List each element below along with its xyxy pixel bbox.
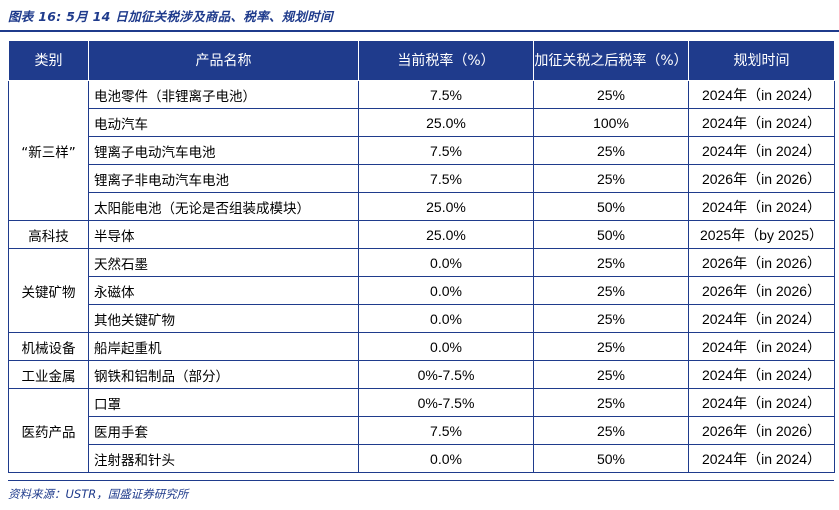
table-row: 锂离子非电动汽车电池 7.5% 25% 2026年（in 2026） (9, 164, 835, 193)
new-rate-cell: 25% (533, 416, 689, 445)
table-row: 电动汽车 25.0% 100% 2024年（in 2024） (9, 108, 835, 137)
new-rate-cell: 25% (533, 164, 689, 193)
new-rate-cell: 50% (533, 192, 689, 221)
table-row: 医用手套 7.5% 25% 2026年（in 2026） (9, 416, 835, 445)
product-cell: 船岸起重机 (88, 332, 359, 361)
product-cell: 其他关键矿物 (88, 304, 359, 333)
new-rate-cell: 100% (533, 108, 689, 137)
new-rate-cell: 25% (533, 276, 689, 305)
category-cell: 机械设备 (8, 332, 89, 361)
title-rule (0, 30, 839, 32)
header-product: 产品名称 (88, 40, 359, 81)
table-row: 永磁体 0.0% 25% 2026年（in 2026） (9, 276, 835, 305)
product-cell: 永磁体 (88, 276, 359, 305)
timeline-cell: 2024年（in 2024） (688, 108, 835, 137)
current-rate-cell: 0%-7.5% (358, 388, 534, 417)
timeline-cell: 2024年（in 2024） (688, 388, 835, 417)
table-row: 关键矿物 天然石墨 0.0% 25% 2026年（in 2026） (8, 248, 835, 333)
new-rate-cell: 25% (533, 136, 689, 165)
figure-title: 图表 16: 5月 14 日加征关税涉及商品、税率、规划时间 (8, 9, 333, 24)
new-rate-cell: 25% (533, 80, 689, 109)
product-cell: 注射器和针头 (88, 444, 359, 473)
category-cell: “新三样” (8, 80, 89, 221)
table-body: “新三样” 电池零件（非锂离子电池） 7.5% 25% 2024年（in 202… (8, 80, 835, 473)
table-row: 注射器和针头 0.0% 50% 2024年（in 2024） (9, 444, 835, 473)
category-cell: 关键矿物 (8, 248, 89, 333)
current-rate-cell: 25.0% (358, 108, 534, 137)
table-row: 医药产品 口罩 0%-7.5% 25% 2024年（in 2024） (8, 388, 835, 473)
new-rate-cell: 25% (533, 304, 689, 333)
product-cell: 钢铁和铝制品（部分） (88, 360, 359, 389)
current-rate-cell: 7.5% (358, 164, 534, 193)
header-category: 类别 (8, 40, 89, 81)
table-row: “新三样” 电池零件（非锂离子电池） 7.5% 25% 2024年（in 202… (8, 80, 835, 221)
tariff-table: 类别 产品名称 当前税率（%） 加征关税之后税率（%） 规划时间 “新三样” 电… (8, 40, 835, 473)
timeline-cell: 2024年（in 2024） (688, 304, 835, 333)
category-cell: 高科技 (8, 220, 89, 249)
current-rate-cell: 25.0% (358, 220, 534, 249)
timeline-cell: 2024年（in 2024） (688, 136, 835, 165)
product-cell: 半导体 (88, 220, 359, 249)
current-rate-cell: 7.5% (358, 136, 534, 165)
header-new-rate: 加征关税之后税率（%） (533, 40, 689, 81)
timeline-cell: 2026年（in 2026） (688, 276, 835, 305)
timeline-cell: 2024年（in 2024） (688, 360, 835, 389)
table-row: 锂离子电动汽车电池 7.5% 25% 2024年（in 2024） (9, 136, 835, 165)
timeline-cell: 2024年（in 2024） (688, 80, 835, 109)
timeline-cell: 2024年（in 2024） (688, 192, 835, 221)
source-note: 资料来源：USTR，国盛证券研究所 (8, 487, 189, 501)
current-rate-cell: 0.0% (358, 444, 534, 473)
current-rate-cell: 25.0% (358, 192, 534, 221)
timeline-cell: 2025年（by 2025） (688, 220, 835, 249)
table-row: 其他关键矿物 0.0% 25% 2024年（in 2024） (9, 304, 835, 333)
table-row: 工业金属 钢铁和铝制品（部分） 0%-7.5% 25% 2024年（in 202… (8, 360, 835, 389)
product-cell: 锂离子非电动汽车电池 (88, 164, 359, 193)
timeline-cell: 2024年（in 2024） (688, 444, 835, 473)
timeline-cell: 2026年（in 2026） (688, 164, 835, 193)
product-cell: 口罩 (88, 388, 359, 417)
timeline-cell: 2026年（in 2026） (688, 248, 835, 277)
source-rule (8, 480, 834, 481)
product-cell: 太阳能电池（无论是否组装成模块） (88, 192, 359, 221)
current-rate-cell: 0.0% (358, 304, 534, 333)
timeline-cell: 2026年（in 2026） (688, 416, 835, 445)
header-current-rate: 当前税率（%） (358, 40, 534, 81)
table-header-row: 类别 产品名称 当前税率（%） 加征关税之后税率（%） 规划时间 (8, 40, 835, 81)
current-rate-cell: 7.5% (358, 80, 534, 109)
current-rate-cell: 7.5% (358, 416, 534, 445)
product-cell: 电动汽车 (88, 108, 359, 137)
new-rate-cell: 50% (533, 444, 689, 473)
new-rate-cell: 50% (533, 220, 689, 249)
table-row: 机械设备 船岸起重机 0.0% 25% 2024年（in 2024） (8, 332, 835, 361)
table-row: 高科技 半导体 25.0% 50% 2025年（by 2025） (8, 220, 835, 249)
new-rate-cell: 25% (533, 388, 689, 417)
header-timeline: 规划时间 (688, 40, 835, 81)
current-rate-cell: 0.0% (358, 276, 534, 305)
current-rate-cell: 0.0% (358, 332, 534, 361)
product-cell: 医用手套 (88, 416, 359, 445)
product-cell: 锂离子电动汽车电池 (88, 136, 359, 165)
current-rate-cell: 0%-7.5% (358, 360, 534, 389)
new-rate-cell: 25% (533, 332, 689, 361)
new-rate-cell: 25% (533, 360, 689, 389)
timeline-cell: 2024年（in 2024） (688, 332, 835, 361)
new-rate-cell: 25% (533, 248, 689, 277)
table-row: 太阳能电池（无论是否组装成模块） 25.0% 50% 2024年（in 2024… (9, 192, 835, 221)
product-cell: 天然石墨 (88, 248, 359, 277)
category-cell: 工业金属 (8, 360, 89, 389)
product-cell: 电池零件（非锂离子电池） (88, 80, 359, 109)
current-rate-cell: 0.0% (358, 248, 534, 277)
category-cell: 医药产品 (8, 388, 89, 473)
